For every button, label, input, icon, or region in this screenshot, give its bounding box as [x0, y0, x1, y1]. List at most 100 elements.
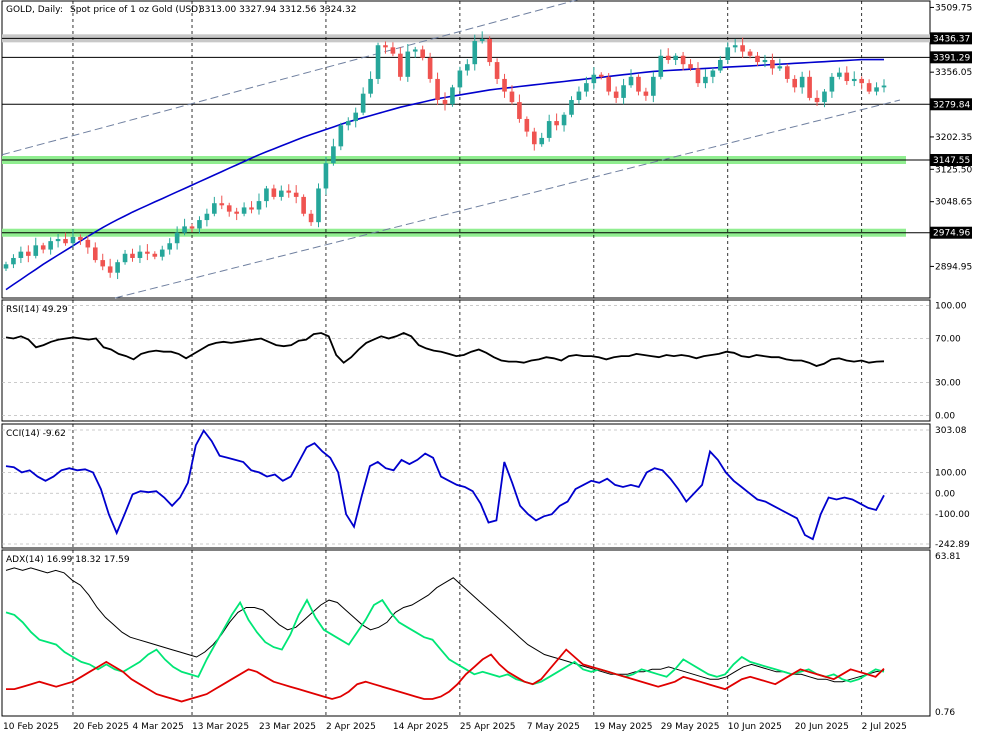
candle-body [859, 78, 864, 84]
candle-body [368, 78, 373, 94]
candle-body [747, 51, 753, 56]
candle-body [174, 232, 180, 244]
candle-body [665, 55, 671, 60]
axis-tick-label: 100.00 [935, 468, 967, 478]
candle-body [442, 100, 448, 105]
level-tag-label: 3436.37 [933, 34, 970, 44]
candle-body [695, 68, 701, 84]
candle-body [569, 100, 574, 115]
candle-body [152, 253, 158, 257]
candle-body [450, 87, 455, 105]
axis-tick-label: 100.00 [935, 302, 967, 312]
candle-body [11, 257, 16, 265]
candle-body [636, 76, 641, 92]
candle-body [122, 253, 128, 263]
date-label: 10 Jun 2025 [728, 722, 782, 732]
candle-body [606, 76, 612, 92]
candle-body [561, 114, 567, 126]
candle-body [822, 91, 827, 103]
price-tick-label: 3048.65 [935, 198, 972, 208]
candle-body [107, 266, 113, 273]
candle-body [100, 260, 106, 267]
candle-body [405, 51, 411, 77]
level-tag-bg [930, 154, 972, 167]
candle-body [881, 85, 887, 88]
candle-body [755, 55, 760, 63]
level-tag-bg [930, 32, 972, 45]
candle-body [725, 47, 731, 60]
candle-body [680, 55, 686, 65]
candle-body [866, 83, 872, 92]
candle-body [63, 239, 68, 244]
candle-body [494, 62, 500, 79]
candle-body [598, 74, 604, 77]
date-label: 2 Jul 2025 [862, 722, 907, 732]
price-panel[interactable] [1, 0, 931, 299]
candle-body [487, 38, 492, 63]
candle-body [457, 70, 463, 88]
candle-body [353, 112, 359, 122]
candle-body [323, 163, 329, 189]
date-label: 25 Apr 2025 [460, 722, 516, 732]
minus-di-line [6, 648, 885, 703]
rsi-line [5, 332, 885, 367]
candle-body [807, 76, 812, 98]
axis-tick-label: 30.00 [935, 379, 961, 389]
date-label: 4 Mar 2025 [132, 722, 183, 732]
candle-body [316, 188, 321, 223]
candle-body [345, 121, 351, 126]
candle-body [249, 207, 254, 210]
cci-panel[interactable] [1, 423, 931, 549]
candle-body [115, 262, 120, 273]
candle-body [814, 97, 820, 103]
cci-line [5, 428, 885, 541]
date-label: 14 Apr 2025 [393, 722, 449, 732]
axis-tick-label: 0.00 [935, 489, 955, 499]
candle-body [26, 251, 31, 256]
candle-body [383, 45, 388, 48]
adx-panel[interactable] [1, 549, 931, 717]
candle-body [740, 45, 745, 52]
level-tag-bg [930, 51, 972, 64]
candle-body [628, 76, 634, 86]
candle-body [204, 213, 210, 221]
rsi-panel[interactable] [1, 299, 931, 422]
candle-body [338, 125, 344, 147]
candle-body [576, 91, 582, 100]
rsi-title: RSI(14) 49.29 [6, 305, 68, 315]
axis-tick-label: 303.08 [935, 426, 967, 436]
price-tick-label: 3202.35 [935, 133, 972, 143]
candle-body [584, 83, 589, 92]
candle-body [256, 201, 262, 210]
candle-body [784, 66, 790, 79]
candle-body [40, 245, 46, 250]
candle-body [435, 78, 440, 100]
candle-body [732, 45, 738, 48]
candle-body [531, 131, 537, 145]
candle-body [301, 196, 306, 214]
candle-body [264, 188, 269, 202]
symbol-label: GOLD, Daily: [6, 5, 63, 15]
level-tag-label: 3147.55 [933, 156, 970, 166]
candle-body [591, 74, 597, 84]
candle-body [465, 64, 470, 71]
candle-body [286, 190, 292, 193]
candle-body [777, 66, 783, 69]
candle-body [829, 76, 835, 92]
candle-body [48, 241, 53, 250]
candle-body [539, 137, 545, 145]
axis-tick-label: -100.00 [935, 510, 970, 520]
candle-body [509, 91, 515, 103]
candle-body [189, 226, 195, 229]
date-label: 20 Feb 2025 [73, 722, 129, 732]
date-label: 7 May 2025 [527, 722, 580, 732]
candle-body [241, 207, 247, 214]
candle-body [412, 49, 418, 52]
candle-body [226, 205, 232, 212]
candle-body [546, 121, 552, 138]
candle-body [293, 192, 299, 197]
axis-tick-label: 0.76 [935, 708, 955, 718]
candle-body [517, 102, 522, 119]
candle-body [643, 91, 649, 96]
